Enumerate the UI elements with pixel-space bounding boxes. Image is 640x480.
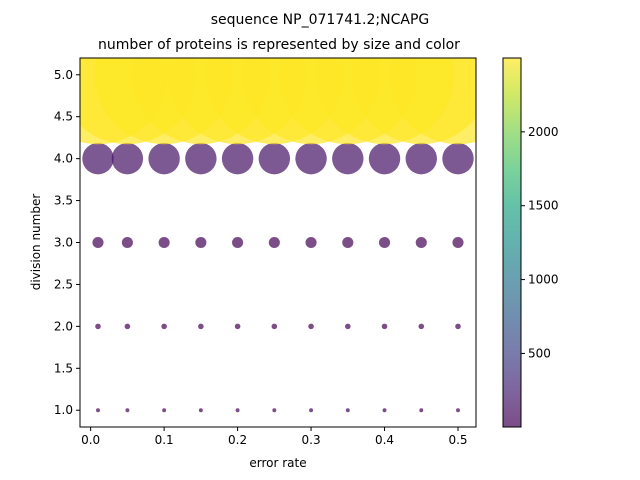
x-tick-label: 0.5 (448, 433, 467, 447)
y-tick-label: 4.0 (54, 152, 73, 166)
data-point (455, 323, 461, 330)
data-point (378, 236, 391, 249)
y-tick-label: 3.5 (54, 194, 73, 208)
data-point (345, 408, 350, 413)
data-point (92, 236, 104, 249)
colorbar-ticks: 500 1000 1500 2000 (521, 125, 559, 360)
data-point (234, 323, 241, 330)
data-point (382, 408, 387, 413)
data-point (198, 323, 204, 330)
data-point (381, 323, 388, 330)
x-tick-label: 0.4 (375, 433, 394, 447)
data-point (295, 142, 327, 175)
data-points (80, 58, 476, 413)
data-point (195, 236, 207, 249)
colorbar-tick-label: 2000 (528, 125, 559, 139)
data-point (161, 323, 167, 330)
data-point (158, 236, 170, 249)
data-point (456, 408, 460, 413)
data-point (419, 408, 424, 413)
data-point (342, 236, 354, 249)
x-tick-label: 0.0 (81, 433, 100, 447)
data-point (305, 236, 317, 249)
x-axis-label: error rate (249, 456, 306, 470)
y-tick-label: 5.0 (54, 68, 73, 82)
data-point (418, 323, 425, 330)
data-point (235, 408, 240, 413)
data-point (121, 236, 133, 249)
x-tick-label: 0.2 (228, 433, 247, 447)
x-tick-label: 0.3 (302, 433, 321, 447)
data-point (95, 323, 101, 330)
data-point (82, 142, 114, 175)
data-point (96, 408, 100, 413)
data-point (388, 58, 476, 145)
data-point (221, 142, 254, 175)
data-point (345, 323, 351, 330)
data-point (368, 142, 401, 175)
data-point (308, 323, 314, 330)
data-point (442, 142, 474, 175)
chart-subtitle: number of proteins is represented by siz… (98, 37, 460, 53)
data-point (415, 236, 427, 249)
data-point (232, 236, 244, 249)
y-tick-label: 3.0 (54, 236, 73, 250)
y-axis-ticks: 1.0 1.5 2.0 2.5 3.0 3.5 4.0 4.5 5.0 (54, 68, 80, 417)
data-point (162, 408, 167, 413)
data-point (268, 236, 280, 249)
data-point (124, 323, 131, 330)
data-point (405, 142, 437, 175)
y-tick-label: 2.0 (54, 319, 73, 333)
data-point (272, 408, 277, 413)
y-tick-label: 1.0 (54, 403, 73, 417)
data-point (185, 142, 217, 175)
chart-title: sequence NP_071741.2;NCAPG (211, 12, 429, 28)
colorbar (502, 57, 522, 428)
data-point (198, 408, 203, 413)
colorbar-tick-label: 500 (528, 346, 551, 360)
data-point (258, 142, 291, 175)
data-point (125, 408, 130, 413)
y-axis-label: division number (29, 194, 43, 291)
y-tick-label: 2.5 (54, 277, 73, 291)
y-tick-label: 1.5 (54, 361, 73, 375)
data-point (148, 142, 180, 175)
data-point (452, 236, 464, 249)
x-axis-ticks: 0.0 0.1 0.2 0.3 0.4 0.5 (81, 427, 468, 447)
colorbar-tick-label: 1500 (528, 199, 559, 213)
x-tick-label: 0.1 (155, 433, 174, 447)
colorbar-tick-label: 1000 (528, 273, 559, 287)
data-point (111, 142, 144, 175)
data-point (271, 323, 278, 330)
y-tick-label: 4.5 (54, 110, 73, 124)
data-point (309, 408, 314, 413)
data-point (332, 142, 364, 175)
